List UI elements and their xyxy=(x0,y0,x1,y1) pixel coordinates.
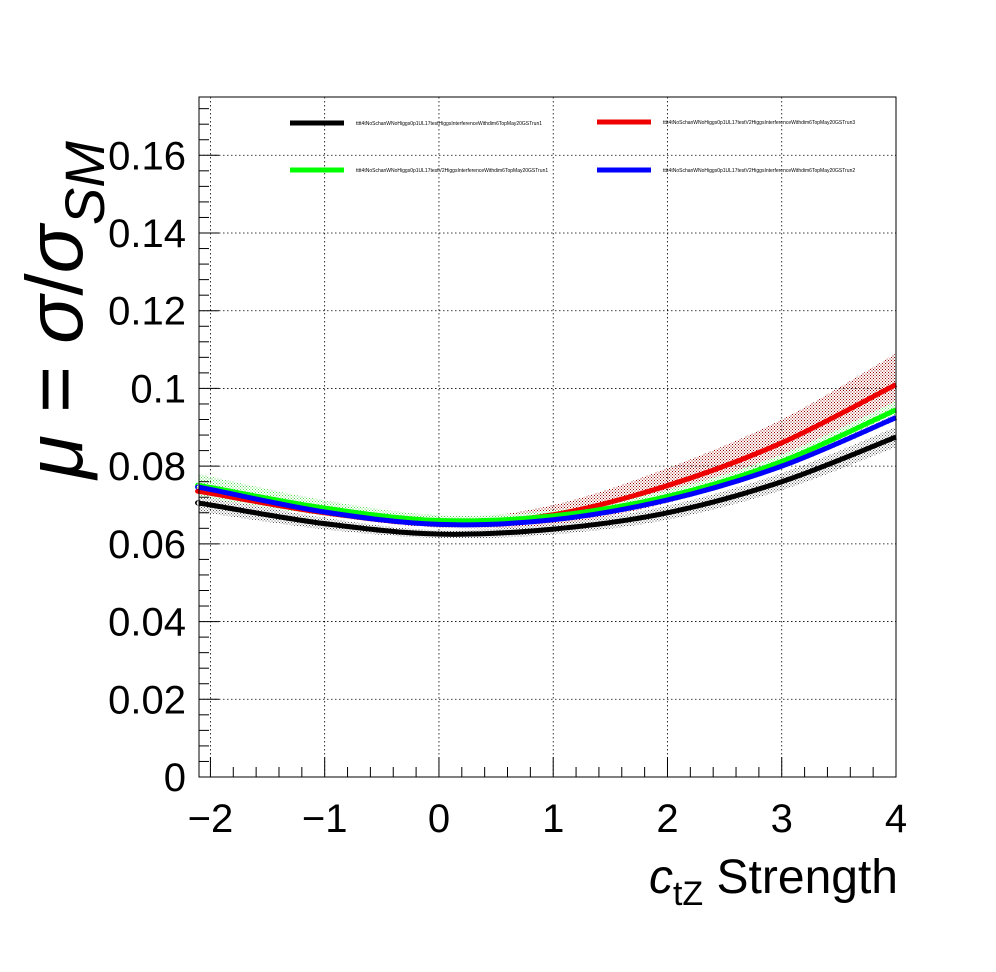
y-tick-label: 0.14 xyxy=(108,212,186,256)
y-tick-label: 0.08 xyxy=(108,445,186,489)
legend-label-3: tttt4tNoSchanWNoHiggs0p1UL17testV2HiggsI… xyxy=(663,168,855,174)
y-tick-labels: 0 0.02 0.04 0.06 0.08 0.1 0.12 0.14 0.16 xyxy=(108,134,186,800)
y-tick-label: 0.12 xyxy=(108,290,186,334)
line-series-0 xyxy=(195,434,897,537)
x-tick-label: −2 xyxy=(188,797,234,841)
y-tick-label: 0.04 xyxy=(108,601,186,645)
y-axis-label-eq: = xyxy=(10,344,99,435)
plot-frame xyxy=(198,96,897,778)
x-tick-label: 1 xyxy=(542,797,564,841)
series-lines xyxy=(195,382,898,537)
x-axis-label-symbol: c xyxy=(649,851,673,904)
y-axis-label-subscript: SM xyxy=(53,141,116,225)
y-tick-label: 0.06 xyxy=(108,523,186,567)
x-tick-label: 2 xyxy=(656,797,678,841)
x-tick-labels: −2 −1 0 1 2 3 4 xyxy=(188,797,908,841)
x-tick-label: 0 xyxy=(428,797,450,841)
y-tick-label: 0 xyxy=(164,756,186,800)
y-axis-label-sigma: σ xyxy=(10,293,99,344)
x-axis-label: ctZ Strength xyxy=(649,851,898,913)
x-tick-label: 4 xyxy=(885,797,907,841)
x-axis-label-subscript: tZ xyxy=(673,875,703,913)
legend-label-2: tttt4tNoSchanWNoHiggs0p1UL17testV2HiggsI… xyxy=(356,168,548,174)
y-axis-label-slash: / xyxy=(10,273,99,296)
x-tick-label: 3 xyxy=(771,797,793,841)
line-series-3 xyxy=(195,415,897,528)
axis-ticks xyxy=(199,108,897,778)
x-axis-label-text: Strength xyxy=(703,851,898,904)
band-series-0 xyxy=(197,426,897,539)
y-tick-label: 0.02 xyxy=(108,678,186,722)
y-axis-label-sigma-sm: σ xyxy=(10,222,99,273)
legend: tttt4tNoSchanWNoHiggs0p1UL17testHiggsInt… xyxy=(290,119,855,174)
grid xyxy=(199,97,896,777)
legend-label-0: tttt4tNoSchanWNoHiggs0p1UL17testHiggsInt… xyxy=(356,121,542,127)
x-tick-label: −1 xyxy=(302,797,348,841)
y-axis-label: μ = σ/σSM xyxy=(10,141,116,481)
legend-label-1: tttt4tNoSchanWNoHiggs0p1UL17testV2HiggsI… xyxy=(663,120,855,126)
y-tick-label: 0.16 xyxy=(108,134,186,178)
y-axis-label-mu: μ xyxy=(10,435,99,481)
y-tick-label: 0.1 xyxy=(130,367,186,411)
line-series-2 xyxy=(195,407,898,524)
